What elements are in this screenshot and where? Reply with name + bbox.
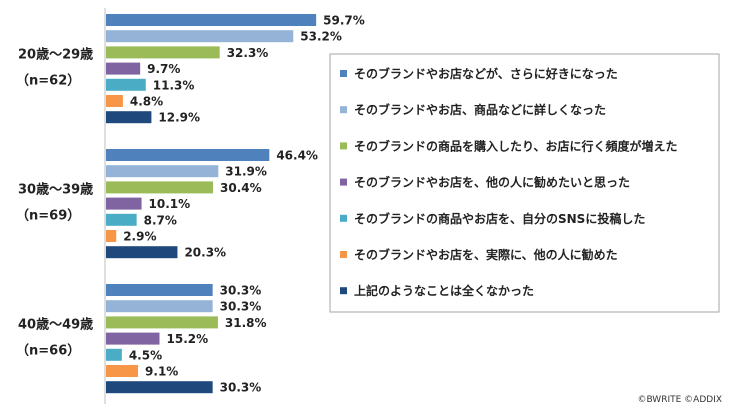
legend-label: そのブランドの商品やお店を、自分のSNSに投稿した bbox=[354, 211, 645, 226]
legend-swatch bbox=[340, 106, 347, 114]
data-label: 30.3% bbox=[220, 381, 262, 395]
group-label: 40歳～49歳 bbox=[18, 317, 93, 333]
legend-label: そのブランドやお店を、実際に、他の人に勧めた bbox=[354, 247, 618, 262]
credit-text: ©BWRITE ©ADDIX bbox=[637, 395, 722, 405]
group-n-label: （n=62） bbox=[16, 73, 80, 89]
bar bbox=[106, 348, 122, 361]
data-label: 31.9% bbox=[225, 165, 267, 179]
group-label: 20歳～29歳 bbox=[18, 47, 93, 63]
legend-label: 上記のようなことは全くなかった bbox=[354, 283, 534, 298]
data-label: 11.3% bbox=[153, 78, 195, 92]
data-label: 2.9% bbox=[123, 230, 156, 244]
legend-label: そのブランドやお店を、他の人に勧めたいと思った bbox=[354, 175, 630, 190]
legend-swatch bbox=[340, 287, 347, 295]
legend-label: そのブランドやお店、商品などに詳しくなった bbox=[354, 102, 606, 117]
bar bbox=[106, 197, 142, 210]
bar bbox=[106, 181, 214, 194]
bar bbox=[106, 165, 219, 178]
data-label: 4.5% bbox=[129, 348, 162, 362]
bar bbox=[106, 30, 294, 43]
data-label: 4.8% bbox=[130, 95, 163, 109]
data-label: 46.4% bbox=[276, 149, 318, 163]
legend-swatch bbox=[340, 142, 347, 150]
bar bbox=[106, 381, 213, 394]
data-label: 31.8% bbox=[225, 316, 267, 330]
bar bbox=[106, 62, 141, 75]
bar bbox=[106, 365, 139, 377]
data-label: 9.1% bbox=[145, 365, 178, 379]
legend-swatch bbox=[340, 214, 347, 222]
legend-label: そのブランドやお店などが、さらに好きになった bbox=[354, 66, 618, 81]
legend-swatch bbox=[340, 70, 347, 77]
legend-label: そのブランドの商品を購入したり、お店に行く頻度が増えた bbox=[354, 138, 678, 153]
bar bbox=[106, 316, 218, 329]
data-label: 59.7% bbox=[323, 14, 365, 28]
group-n-label: （n=66） bbox=[16, 343, 80, 359]
bar bbox=[106, 284, 213, 296]
legend-swatch bbox=[340, 178, 347, 186]
legend-swatch bbox=[340, 251, 347, 258]
data-label: 30.4% bbox=[220, 181, 262, 195]
bar bbox=[106, 246, 178, 259]
bar bbox=[106, 213, 137, 226]
bar bbox=[106, 149, 270, 161]
bars-layer: 59.7% 53.2% 32.3% 9.7% 11.3% 4.8% 12.9% 46.4% 31… bbox=[106, 14, 365, 395]
group-n-label: （n=69） bbox=[16, 208, 80, 224]
data-label: 10.1% bbox=[149, 197, 191, 211]
group-labels: 20歳～29歳 （n=62） 30歳～39歳 （n=69） 40歳～49歳 （n=66） bbox=[16, 47, 93, 359]
data-label: 53.2% bbox=[300, 30, 342, 44]
data-label: 30.3% bbox=[220, 300, 262, 314]
data-label: 20.3% bbox=[184, 246, 226, 260]
bar bbox=[106, 300, 213, 313]
bar bbox=[106, 230, 117, 242]
legend-box bbox=[329, 53, 720, 313]
data-label: 9.7% bbox=[147, 62, 180, 76]
data-label: 8.7% bbox=[144, 213, 177, 227]
data-label: 32.3% bbox=[227, 46, 269, 60]
legend: そのブランドやお店などが、さらに好きになったそのブランドやお店、商品などに詳しく… bbox=[329, 53, 720, 313]
bar bbox=[106, 78, 146, 91]
bar bbox=[106, 332, 160, 345]
data-label: 15.2% bbox=[167, 332, 209, 346]
data-label: 12.9% bbox=[158, 111, 200, 125]
group-label: 30歳～39歳 bbox=[18, 182, 93, 198]
bar bbox=[106, 14, 317, 26]
bar bbox=[106, 95, 123, 107]
bar bbox=[106, 46, 220, 59]
data-label: 30.3% bbox=[220, 284, 262, 298]
bar bbox=[106, 111, 152, 124]
